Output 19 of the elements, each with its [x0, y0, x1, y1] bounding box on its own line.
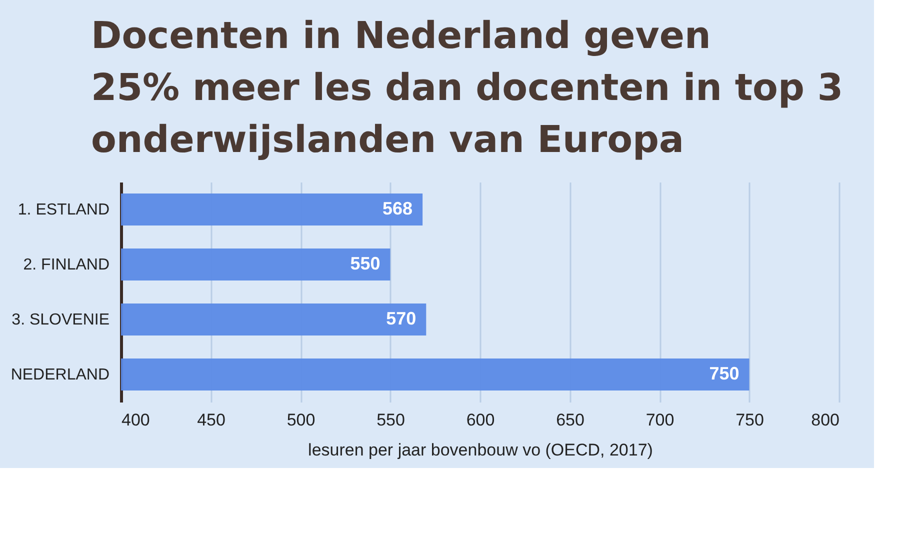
x-tick-label: 700 [646, 410, 674, 430]
chart-title: Docenten in Nederland geven 25% meer les dan docenten in top 3 onderwijslanden van Europa [91, 14, 844, 161]
x-tick-label: 800 [811, 410, 840, 430]
data-label: 570 [386, 308, 416, 328]
y-tick-label: NEDERLAND [10, 366, 110, 384]
y-tick-label: 3. SLOVENIE [12, 312, 110, 328]
x-tick-label: 650 [556, 410, 584, 430]
x-tick-label: 500 [286, 410, 316, 430]
x-tick-label: 400 [122, 410, 150, 430]
x-tick-label: 600 [466, 410, 495, 430]
y-tick-label: 1. ESTLAND [18, 202, 110, 218]
data-label: 550 [350, 254, 380, 274]
x-tick-label: 450 [197, 410, 226, 430]
x-axis-title: lesuren per jaar bovenbouw vo (OECD, 2017) [308, 440, 653, 460]
x-tick-label: 550 [376, 410, 405, 430]
data-label: 568 [382, 198, 413, 218]
data-label: 750 [709, 364, 740, 384]
y-tick-label: 2. FINLAND [23, 256, 110, 274]
x-tick-label: 750 [736, 410, 764, 430]
